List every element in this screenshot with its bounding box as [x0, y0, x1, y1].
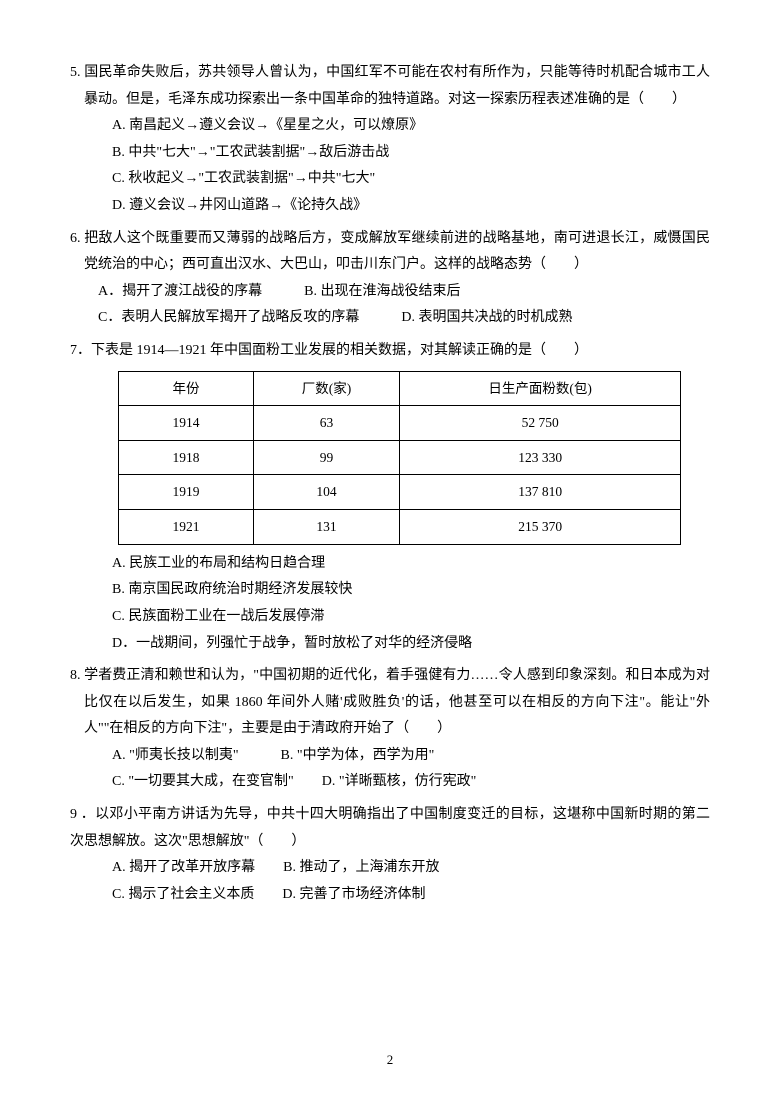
- header-factories: 厂数(家): [253, 371, 399, 406]
- cell-production: 123 330: [400, 440, 681, 475]
- q6-options-cd: C．表明人民解放军揭开了战略反攻的序幕 D. 表明国共决战的时机成熟: [70, 305, 710, 332]
- cell-production: 215 370: [400, 510, 681, 545]
- q7-option-c: C. 民族面粉工业在一战后发展停滞: [70, 604, 710, 631]
- q9-stem: 9 ．以邓小平南方讲话为先导，中共十四大明确指出了中国制度变迁的目标，这堪称中国…: [70, 802, 710, 855]
- header-production: 日生产面粉数(包): [400, 371, 681, 406]
- header-year: 年份: [119, 371, 254, 406]
- cell-year: 1918: [119, 440, 254, 475]
- cell-year: 1919: [119, 475, 254, 510]
- q5-option-a: A. 南昌起义→遵义会议→《星星之火，可以燎原》: [70, 113, 710, 140]
- cell-year: 1921: [119, 510, 254, 545]
- table-row: 1921 131 215 370: [119, 510, 681, 545]
- q5-stem: 5. 国民革命失败后，苏共领导人曾认为，中国红军不可能在农村有所作为，只能等待时…: [70, 60, 710, 113]
- question-7: 7．下表是 1914—1921 年中国面粉工业发展的相关数据，对其解读正确的是（…: [70, 338, 710, 657]
- q7-option-b: B. 南京国民政府统治时期经济发展较快: [70, 577, 710, 604]
- table-row: 1914 63 52 750: [119, 406, 681, 441]
- cell-factories: 131: [253, 510, 399, 545]
- cell-factories: 63: [253, 406, 399, 441]
- cell-production: 52 750: [400, 406, 681, 441]
- q7-stem: 7．下表是 1914—1921 年中国面粉工业发展的相关数据，对其解读正确的是（…: [70, 338, 710, 365]
- question-9: 9 ．以邓小平南方讲话为先导，中共十四大明确指出了中国制度变迁的目标，这堪称中国…: [70, 802, 710, 908]
- q7-table: 年份 厂数(家) 日生产面粉数(包) 1914 63 52 750 1918 9…: [118, 371, 681, 545]
- q7-option-a: A. 民族工业的布局和结构日趋合理: [70, 551, 710, 578]
- cell-factories: 104: [253, 475, 399, 510]
- q5-option-b: B. 中共"七大"→"工农武装割据"→敌后游击战: [70, 140, 710, 167]
- table-header-row: 年份 厂数(家) 日生产面粉数(包): [119, 371, 681, 406]
- cell-production: 137 810: [400, 475, 681, 510]
- q6-stem: 6. 把敌人这个既重要而又薄弱的战略后方，变成解放军继续前进的战略基地，南可进退…: [70, 226, 710, 279]
- table-row: 1919 104 137 810: [119, 475, 681, 510]
- question-6: 6. 把敌人这个既重要而又薄弱的战略后方，变成解放军继续前进的战略基地，南可进退…: [70, 226, 710, 332]
- q9-options-cd: C. 揭示了社会主义本质 D. 完善了市场经济体制: [70, 882, 710, 909]
- q5-option-d: D. 遵义会议→井冈山道路→《论持久战》: [70, 193, 710, 220]
- q9-options-ab: A. 揭开了改革开放序幕 B. 推动了，上海浦东开放: [70, 855, 710, 882]
- q7-option-d: D．一战期间，列强忙于战争，暂时放松了对华的经济侵略: [70, 631, 710, 658]
- q8-options-cd: C. "一切要其大成，在变官制" D. "详晰甄核，仿行宪政": [70, 769, 710, 796]
- cell-factories: 99: [253, 440, 399, 475]
- page-number: 2: [0, 1048, 780, 1073]
- cell-year: 1914: [119, 406, 254, 441]
- q6-options-ab: A．揭开了渡江战役的序幕 B. 出现在淮海战役结束后: [70, 279, 710, 306]
- q5-option-c: C. 秋收起义→"工农武装割据"→中共"七大": [70, 166, 710, 193]
- q8-stem: 8. 学者费正清和赖世和认为，"中国初期的近代化，着手强健有力……令人感到印象深…: [70, 663, 710, 743]
- question-8: 8. 学者费正清和赖世和认为，"中国初期的近代化，着手强健有力……令人感到印象深…: [70, 663, 710, 796]
- q8-options-ab: A. "师夷长技以制夷" B. "中学为体，西学为用": [70, 743, 710, 770]
- question-5: 5. 国民革命失败后，苏共领导人曾认为，中国红军不可能在农村有所作为，只能等待时…: [70, 60, 710, 220]
- table-row: 1918 99 123 330: [119, 440, 681, 475]
